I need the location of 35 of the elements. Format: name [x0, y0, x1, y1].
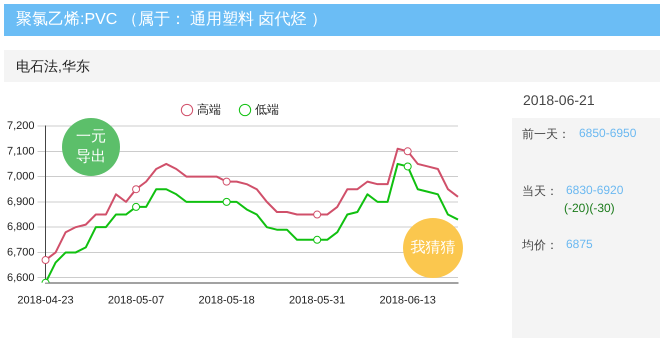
point	[222, 198, 231, 206]
text: 当天：	[522, 183, 558, 200]
text: 6875	[566, 237, 593, 251]
export-button: 一元导出	[62, 118, 120, 176]
text: (-20)(-30)	[564, 201, 615, 215]
point	[313, 210, 322, 219]
point	[132, 185, 140, 194]
text: 前一天：	[522, 126, 570, 143]
point	[132, 202, 140, 211]
text: 6850-6950	[579, 126, 636, 140]
legend-label: 高端	[197, 102, 221, 116]
point	[222, 178, 231, 186]
text: 2018-06-21	[523, 92, 595, 108]
y-tick-label: 6,900	[6, 196, 35, 208]
x-tick-label: 2018-05-31	[289, 294, 346, 306]
x-tick-label: 2018-05-18	[198, 294, 255, 306]
y-tick-label: 7,200	[6, 120, 35, 132]
point	[404, 162, 412, 170]
y-tick-label: 6,800	[6, 221, 35, 234]
point	[313, 236, 322, 244]
point	[42, 256, 50, 264]
y-tick-label: 6,600	[6, 272, 35, 284]
text: 均价：	[522, 237, 558, 254]
y-tick-label: 6,700	[6, 246, 35, 258]
legend-label: 低端	[255, 102, 279, 116]
chart-subtitle: 电石法,华东	[4, 50, 660, 82]
y-tick-label: 7,000	[6, 170, 35, 183]
guess-button: 我猜猜	[403, 218, 463, 278]
x-tick-label: 2018-06-13	[380, 294, 436, 306]
x-tick-label: 2018-05-07	[108, 294, 164, 306]
point	[404, 147, 412, 156]
chart-title: 聚氯乙烯:PVC （属于： 通用塑料 卤代烃 ）	[4, 4, 660, 36]
y-tick-label: 7,100	[6, 145, 35, 158]
text: 6830-6920	[566, 183, 624, 197]
x-tick-label: 2018-04-23	[17, 294, 74, 306]
